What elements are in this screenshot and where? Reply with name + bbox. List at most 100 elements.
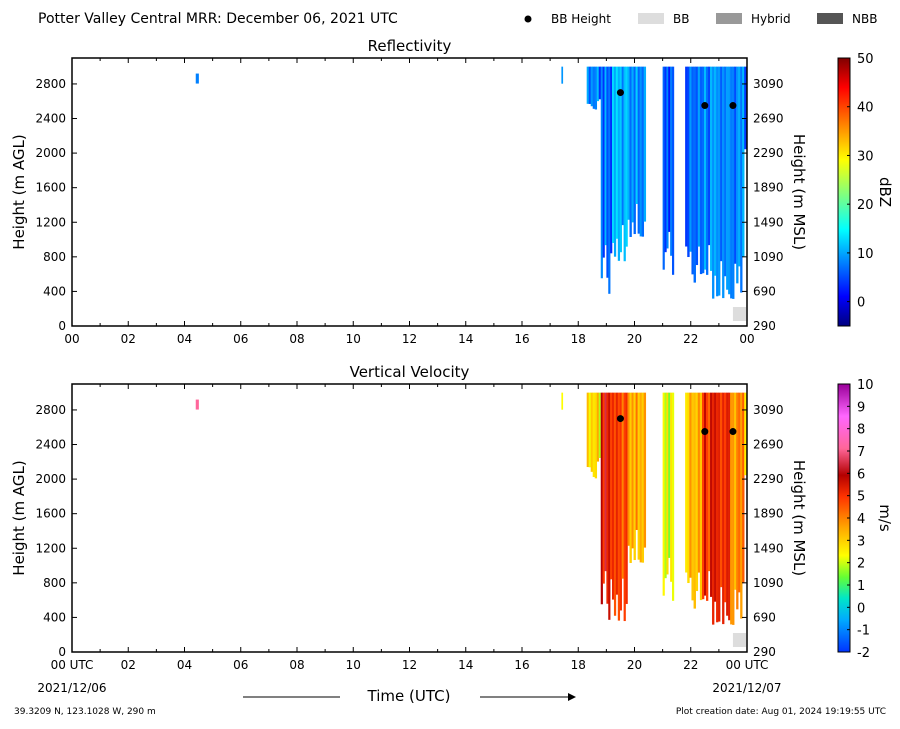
x-tick-label: 10 — [346, 332, 361, 346]
echo-column — [668, 66, 671, 232]
colorbar-tick-label: 10 — [857, 247, 874, 262]
echo-column — [720, 66, 723, 262]
echo-column — [602, 392, 605, 584]
x-tick-label: 20 — [627, 658, 642, 672]
echo-column — [561, 66, 564, 84]
echo-column — [590, 392, 594, 472]
echo-column — [629, 392, 632, 563]
bb-height-point — [701, 428, 709, 436]
echo-column — [742, 66, 745, 257]
y-right-tick-label: 2690 — [753, 438, 784, 452]
creation-date-label: Plot creation date: Aug 01, 2024 19:19:5… — [676, 707, 886, 717]
echo-column — [718, 66, 721, 296]
colorbar-tick-label: 20 — [857, 198, 874, 213]
colorbar-tick-label: 30 — [857, 149, 874, 164]
echo-column — [712, 392, 715, 625]
legend-swatch — [638, 13, 664, 24]
echo-column — [623, 66, 626, 262]
echo-column — [666, 392, 669, 575]
y-right-tick-label: 1490 — [753, 215, 784, 229]
echo-column — [695, 392, 699, 592]
legend-label: BB Height — [551, 12, 611, 26]
echo-column — [695, 66, 699, 266]
echo-column — [635, 392, 638, 530]
y-right-tick-label: 290 — [753, 319, 776, 333]
header-legend: BB Height BB Hybrid NBB — [524, 12, 877, 26]
echo-column — [617, 392, 621, 621]
echo-column — [716, 392, 719, 623]
panel-title: Vertical Velocity — [350, 363, 470, 381]
colorbar-tick-label: -2 — [857, 646, 870, 661]
location-label: 39.3209 N, 123.1028 W, 290 m — [14, 707, 156, 717]
echo-column — [704, 392, 707, 596]
echo-column — [689, 66, 692, 252]
echo-column — [586, 66, 589, 104]
echo-column — [708, 66, 711, 246]
echo-column — [712, 66, 715, 299]
y-tick-label: 2800 — [35, 77, 66, 91]
y-right-tick-label: 690 — [753, 284, 776, 298]
x-axis-arrowhead — [568, 693, 576, 701]
y-right-tick-label: 2690 — [753, 112, 784, 126]
y-tick-label: 1600 — [35, 181, 66, 195]
echo-column — [637, 392, 640, 560]
x-tick-label: 10 — [346, 658, 361, 672]
legend-bb-height-marker — [524, 15, 532, 23]
echo-column — [641, 392, 645, 563]
echo-column — [596, 392, 600, 462]
bb-height-point — [701, 102, 709, 110]
x-axis-label: Time (UTC) — [367, 687, 451, 705]
echo-column — [689, 392, 692, 578]
x-tick-label: 06 — [233, 658, 248, 672]
echo-column — [615, 66, 619, 239]
echo-column — [606, 392, 609, 604]
x-tick-label: 16 — [514, 332, 529, 346]
y-tick-label: 2000 — [35, 146, 66, 160]
x-tick-label: 12 — [402, 332, 417, 346]
x-tick-label: 20 — [627, 332, 642, 346]
x-tick-label: 14 — [458, 332, 473, 346]
echo-column — [594, 66, 598, 110]
echo-column — [672, 392, 675, 601]
echo-column — [710, 392, 713, 597]
legend-swatch — [817, 13, 843, 24]
echo-column — [728, 392, 731, 621]
echo-column — [588, 392, 592, 468]
x-tick-label: 08 — [289, 332, 304, 346]
bb-height-point — [616, 89, 624, 97]
y-right-tick-label: 1090 — [753, 576, 784, 590]
y-right-axis-label: Height (m MSL) — [790, 460, 808, 576]
x-tick-label: 00 UTC — [726, 658, 769, 672]
echo-column — [722, 66, 725, 299]
y-right-tick-label: 1890 — [753, 507, 784, 521]
y-right-axis-label: Height (m MSL) — [790, 134, 808, 250]
echo-column — [195, 73, 199, 84]
y-right-tick-label: 3090 — [753, 77, 784, 91]
echo-column — [643, 392, 647, 548]
echo-column — [691, 66, 694, 275]
x-tick-label: 02 — [121, 658, 136, 672]
y-right-tick-label: 2290 — [753, 472, 784, 486]
echo-column — [716, 66, 719, 297]
echo-column — [588, 66, 592, 104]
echo-column — [610, 392, 613, 580]
echo-column — [736, 392, 739, 610]
colorbar-tick-label: 6 — [857, 467, 865, 482]
x-tick-label: 16 — [514, 658, 529, 672]
echo-column — [617, 66, 621, 261]
echo-column — [596, 66, 600, 102]
colorbar-tick-label: 50 — [857, 52, 874, 67]
echo-column — [687, 66, 690, 258]
echo-column — [738, 66, 741, 267]
echo-column — [699, 66, 703, 275]
colorbar-tick-label: 5 — [857, 490, 865, 505]
echo-column — [734, 66, 737, 264]
y-right-tick-label: 1090 — [753, 250, 784, 264]
x-tick-label: 18 — [571, 658, 586, 672]
y-right-tick-label: 2290 — [753, 146, 784, 160]
y-tick-label: 2400 — [35, 112, 66, 126]
echo-column — [693, 66, 696, 283]
y-tick-label: 1200 — [35, 541, 66, 555]
echo-column — [730, 66, 733, 299]
echo-column — [625, 392, 628, 604]
